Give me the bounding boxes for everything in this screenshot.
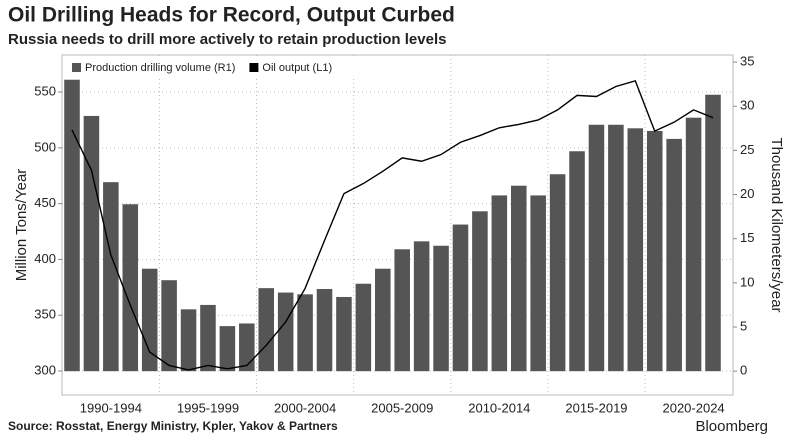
plot-area (61, 54, 734, 396)
bar (705, 94, 721, 372)
x-tick-label: 2010-2014 (468, 400, 530, 415)
y2-tick-label: 35 (740, 54, 754, 69)
x-tick-label: 2005-2009 (371, 400, 433, 415)
bar (180, 309, 197, 372)
y-tick-label: 350 (34, 307, 56, 322)
y2-tick-label: 0 (740, 363, 747, 378)
y-tick-label: 550 (34, 83, 56, 98)
bar (122, 204, 139, 372)
y2-tick-label: 20 (740, 186, 754, 201)
legend-label: Oil output (L1) (262, 62, 332, 74)
x-tick-label: 1990-1994 (80, 400, 142, 415)
bar (316, 289, 333, 372)
y2-tick-label: 30 (740, 98, 754, 113)
line (71, 80, 714, 371)
bar (433, 245, 449, 372)
bar (491, 195, 508, 372)
bar (510, 185, 527, 372)
bar (200, 304, 216, 372)
bar (646, 130, 663, 372)
legend-label: Production drilling volume (R1) (85, 62, 235, 74)
x-tick-label: 2020-2024 (662, 400, 724, 415)
bar (666, 138, 682, 372)
bar (103, 182, 119, 372)
bar (472, 211, 488, 372)
bar (394, 249, 410, 372)
bar (549, 174, 566, 372)
bar (452, 224, 469, 372)
bar (83, 115, 100, 372)
y2-tick-label: 5 (740, 318, 747, 333)
chart-title: Oil Drilling Heads for Record, Output Cu… (8, 4, 455, 27)
y-tick-label: 300 (34, 362, 56, 377)
bar (530, 195, 546, 372)
brand: Bloomberg (695, 418, 768, 435)
y2-axis-label: Thousand Kilometers/year (768, 137, 785, 312)
y-tick-label: 500 (34, 139, 56, 154)
y-tick-label: 450 (34, 195, 56, 210)
legend-swatch (249, 63, 259, 72)
bar (413, 241, 430, 372)
bar (627, 128, 644, 372)
legend-box (66, 58, 358, 78)
y2-tick-label: 10 (740, 274, 754, 289)
bar (258, 288, 275, 372)
y2-tick-label: 15 (740, 230, 754, 245)
bar (685, 117, 702, 372)
bar (375, 268, 391, 372)
source: Source: Rosstat, Energy Ministry, Kpler,… (8, 419, 338, 433)
bar (336, 296, 352, 372)
bar (297, 294, 313, 372)
bar (64, 79, 80, 372)
bar (355, 283, 372, 372)
x-tick-label: 1995-1999 (177, 400, 239, 415)
bar (608, 124, 624, 372)
x-tick-label: 2000-2004 (274, 400, 336, 415)
y-tick-label: 400 (34, 251, 56, 266)
y2-tick-label: 25 (740, 142, 754, 157)
chart-subtitle: Russia needs to drill more actively to r… (8, 31, 446, 48)
bar (239, 323, 255, 372)
x-tick-label: 2015-2019 (565, 400, 627, 415)
bar (141, 268, 158, 372)
bar (219, 326, 236, 372)
bar (277, 292, 294, 372)
bar (161, 280, 177, 372)
legend-swatch (72, 63, 81, 72)
bar (588, 124, 605, 372)
bar (569, 151, 585, 372)
y-axis-label: Million Tons/Year (13, 169, 30, 282)
